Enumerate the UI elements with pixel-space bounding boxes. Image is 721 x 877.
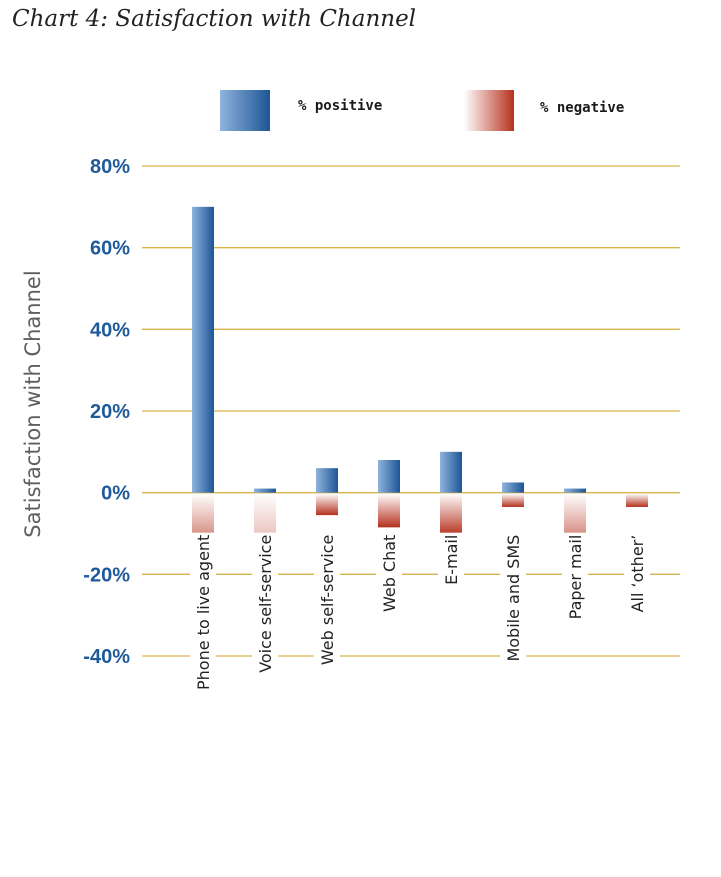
label-backdrop [252, 532, 278, 679]
y-tick-label: 20% [90, 401, 130, 423]
y-tick-label: 40% [90, 319, 130, 341]
x-tick-label: Phone to live agent [194, 535, 213, 690]
label-backdrop [376, 532, 402, 619]
x-tick-label: Mobile and SMS [504, 535, 523, 662]
gridlines [142, 165, 680, 657]
label-backdrop [314, 532, 340, 672]
bar-positive [378, 460, 400, 493]
bar-positive [440, 451, 462, 493]
y-tick-label: -40% [83, 646, 130, 668]
x-tick-label: Paper mail [566, 535, 585, 620]
bar-positive [316, 468, 338, 493]
y-tick-label: 0% [101, 483, 130, 505]
legend: % positive % negative [220, 90, 624, 131]
y-tick-label: 80% [90, 156, 130, 178]
label-backdrop [438, 532, 464, 591]
x-tick-label: Voice self-service [256, 535, 275, 673]
x-tick-label: Web Chat [380, 535, 399, 612]
bar-negative [440, 493, 462, 536]
y-tick-label: 60% [90, 238, 130, 260]
label-backdrop [190, 532, 216, 696]
label-backdrop [624, 532, 650, 619]
legend-label-positive: % positive [298, 98, 382, 114]
legend-label-negative: % negative [540, 100, 624, 116]
bar-negative [626, 493, 648, 507]
x-tick-label: Web self-service [318, 535, 337, 665]
y-axis-ticks: 80% 60% 40% 20% 0% -20% -40% [83, 156, 130, 668]
bar-negative [316, 493, 338, 516]
bar-negative [378, 493, 400, 528]
bar-positive [254, 488, 276, 493]
label-backdrop [500, 532, 526, 668]
x-axis-ticks: Phone to live agent Voice self-service Web… [190, 532, 650, 696]
label-backdrop [562, 532, 588, 626]
x-tick-label: All ‘other’ [628, 535, 647, 613]
bar-positive [192, 206, 214, 493]
bar-negative [502, 493, 524, 507]
y-axis-label: Satisfaction with Channel [21, 270, 45, 537]
x-tick-label: E-mail [442, 535, 461, 585]
legend-swatch-positive [220, 90, 270, 131]
chart-title: Chart 4: Satisfaction with Channel [12, 6, 417, 32]
bar-positive [502, 482, 524, 493]
y-tick-label: -20% [83, 564, 130, 586]
legend-swatch-negative [464, 90, 514, 131]
bar-positive [564, 488, 586, 493]
